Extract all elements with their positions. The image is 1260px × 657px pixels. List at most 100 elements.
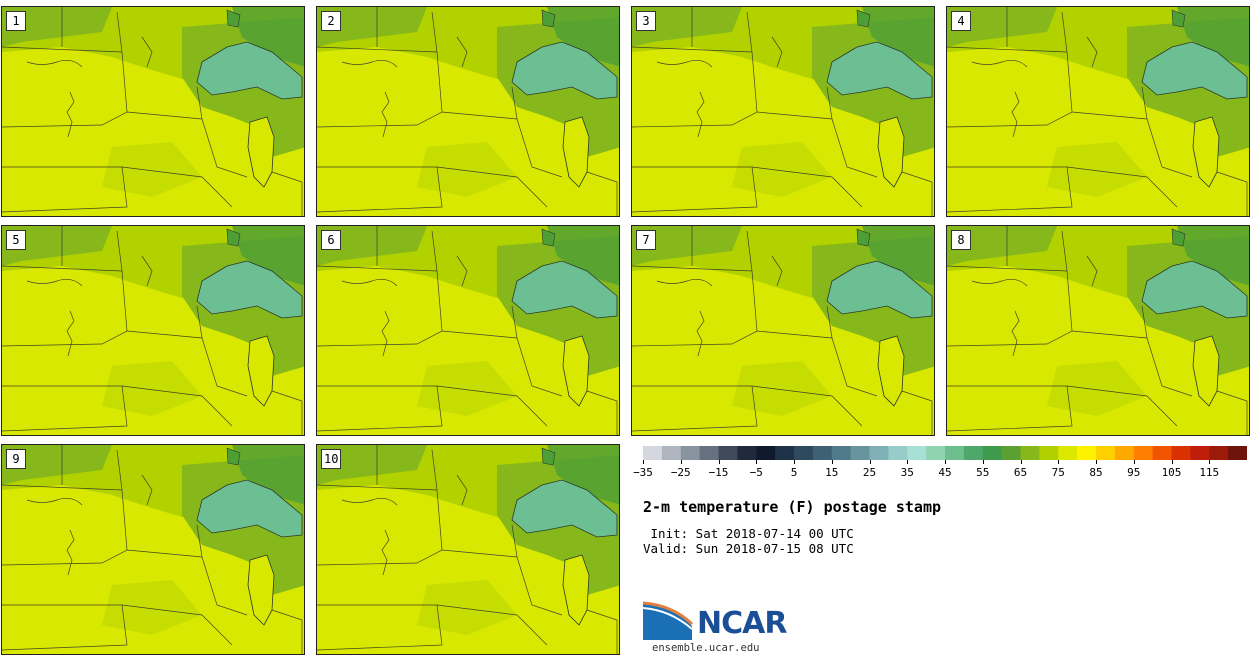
colorbar-segment: [756, 446, 776, 460]
valid-time: Valid: Sun 2018-07-15 08 UTC: [643, 541, 854, 556]
colorbar-tick-label: 95: [1127, 466, 1141, 479]
colorbar-segment: [1228, 446, 1247, 460]
colorbar-tick-label: 45: [938, 466, 952, 479]
colorbar-tick-label: 105: [1161, 466, 1182, 479]
temperature-map: [947, 226, 1249, 435]
colorbar-tick-label: 55: [976, 466, 990, 479]
panel-number: 4: [951, 11, 971, 31]
colorbar-segment: [737, 446, 757, 460]
colorbar-tick-mark: [1209, 460, 1211, 464]
colorbar-tick-mark: [869, 460, 871, 464]
map-panel-9: 9: [1, 444, 305, 655]
colorbar-tick-mark: [1020, 460, 1022, 464]
colorbar-tick-label: 85: [1089, 466, 1103, 479]
init-time: Init: Sat 2018-07-14 00 UTC: [643, 526, 854, 541]
colorbar-tick-label: −15: [708, 466, 729, 479]
colorbar-segment: [963, 446, 984, 460]
temperature-colorbar: [643, 446, 1247, 460]
colorbar-tick-label: 115: [1199, 466, 1220, 479]
colorbar-segment: [1152, 446, 1172, 460]
temperature-map: [317, 445, 619, 654]
temperature-map: [2, 7, 304, 216]
panel-number: 6: [321, 230, 341, 250]
colorbar-tick-label: 5: [790, 466, 798, 479]
colorbar-tick-mark: [643, 460, 644, 464]
colorbar-tick-label: 65: [1013, 466, 1028, 479]
logo-url: ensemble.ucar.edu: [652, 642, 760, 654]
colorbar-segment: [1039, 446, 1059, 460]
colorbar-tick-mark: [1096, 460, 1097, 464]
map-panel-4: 4: [946, 6, 1250, 217]
colorbar-tick-label: 25: [862, 466, 877, 479]
panel-number: 5: [6, 230, 26, 250]
colorbar-tick-mark: [1133, 460, 1135, 464]
map-panel-1: 1: [1, 6, 305, 217]
colorbar-segment: [794, 446, 814, 460]
map-panel-10: 10: [316, 444, 620, 655]
colorbar-segment: [831, 446, 852, 460]
colorbar-segment: [926, 446, 946, 460]
figure-title: 2-m temperature (F) postage stamp: [643, 498, 942, 516]
colorbar-segment: [699, 446, 719, 460]
map-panel-7: 7: [631, 225, 935, 436]
colorbar-segment: [718, 446, 738, 460]
colorbar-segment: [1133, 446, 1154, 460]
panel-number: 2: [321, 11, 341, 31]
temperature-map: [317, 226, 619, 435]
colorbar-segment: [1114, 446, 1135, 460]
colorbar-tick-label: 15: [825, 466, 839, 479]
colorbar-tick-label: 35: [900, 466, 914, 479]
panel-number: 9: [6, 449, 26, 469]
colorbar-tick-label: −25: [670, 466, 691, 479]
map-panel-5: 5: [1, 225, 305, 436]
colorbar-segment: [1096, 446, 1116, 460]
panel-number: 7: [636, 230, 656, 250]
colorbar-tick-mark: [945, 460, 946, 464]
panel-number: 10: [321, 449, 342, 469]
colorbar-segment: [869, 446, 889, 460]
colorbar-tick-mark: [1171, 460, 1173, 464]
map-panel-8: 8: [946, 225, 1250, 436]
temperature-map: [632, 7, 934, 216]
colorbar-tick-mark: [680, 460, 682, 464]
temperature-map: [2, 445, 304, 654]
colorbar-segment: [945, 446, 965, 460]
colorbar-ticks: −35 −25 −15 −5 5 15 25 35 45 55 65 75 85 95 105 115: [633, 460, 1247, 482]
colorbar-segment: [1077, 446, 1097, 460]
colorbar-tick-mark: [1058, 460, 1060, 464]
temperature-map: [317, 7, 619, 216]
logo-wordmark: NCAR: [697, 606, 787, 641]
colorbar-segment: [1020, 446, 1040, 460]
map-panel-6: 6: [316, 225, 620, 436]
temperature-map: [632, 226, 934, 435]
colorbar-segment: [1190, 446, 1210, 460]
colorbar-tick-label: −5: [749, 466, 763, 479]
colorbar-tick-mark: [718, 460, 720, 464]
colorbar-tick-mark: [756, 460, 758, 464]
colorbar-segment: [1058, 446, 1078, 460]
colorbar-tick-label: −35: [633, 466, 653, 479]
panel-number: 1: [6, 11, 26, 31]
colorbar-segment: [850, 446, 870, 460]
colorbar-segment: [888, 446, 908, 460]
colorbar-segment: [1171, 446, 1191, 460]
temperature-map: [2, 226, 304, 435]
colorbar-segment: [643, 446, 663, 460]
colorbar-tick-mark: [907, 460, 909, 464]
map-panel-2: 2: [316, 6, 620, 217]
colorbar-tick-mark: [831, 460, 833, 464]
colorbar-segment: [982, 446, 1003, 460]
colorbar-segment: [907, 446, 927, 460]
colorbar-segment: [775, 446, 795, 460]
colorbar-tick-mark: [794, 460, 795, 464]
panel-number: 8: [951, 230, 971, 250]
colorbar-segment: [1209, 446, 1229, 460]
map-panel-3: 3: [631, 6, 935, 217]
panel-number: 3: [636, 11, 656, 31]
colorbar-segment: [1001, 446, 1021, 460]
colorbar-segment: [680, 446, 701, 460]
ncar-logo: [642, 601, 694, 640]
colorbar-segment: [661, 446, 682, 460]
colorbar-tick-label: 75: [1051, 466, 1065, 479]
temperature-map: [947, 7, 1249, 216]
